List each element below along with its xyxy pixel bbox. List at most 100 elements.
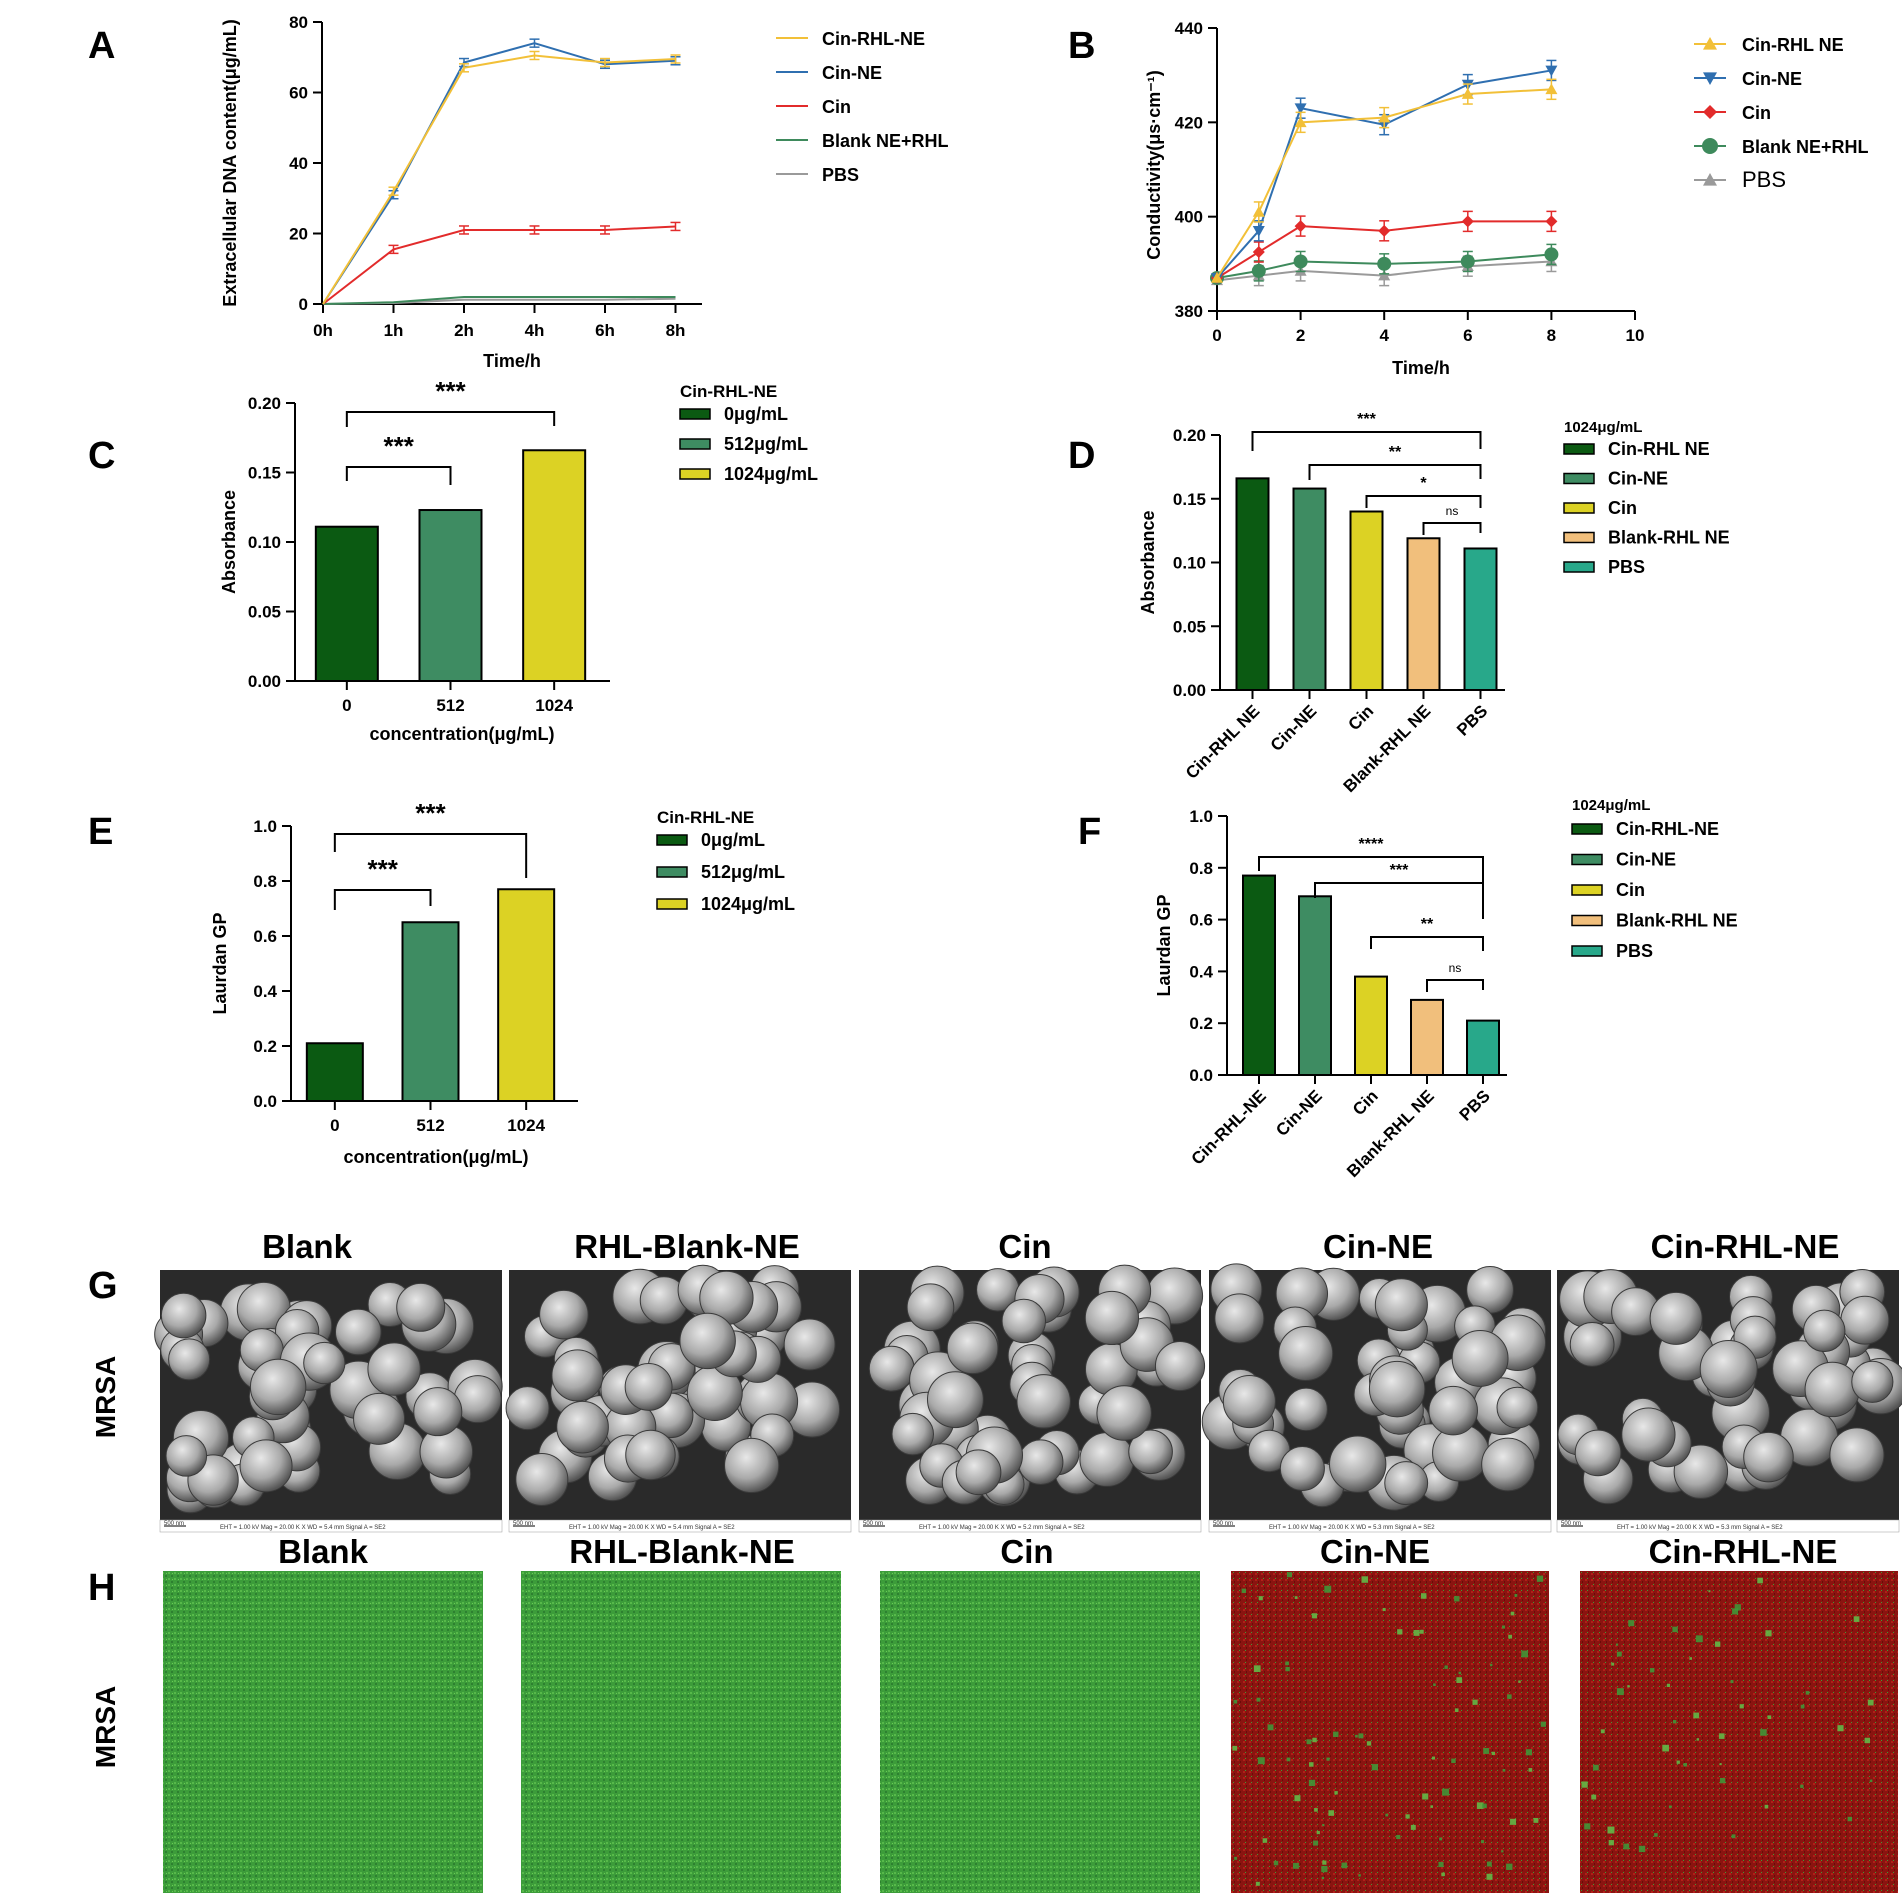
chart-d-significance-bracket (1422, 522, 1482, 535)
confocal-live-cell (1480, 1840, 1485, 1844)
sem-coccus (1016, 1374, 1071, 1429)
sem-caption-text: EHT = 1.00 kV Mag = 20.00 K X WD = 5.4 m… (220, 1525, 386, 1531)
sem-title: Blank (262, 1228, 353, 1265)
sem-coccus (168, 1338, 211, 1381)
confocal-live-cell (1262, 1838, 1268, 1843)
confocal-live-cell (1719, 1777, 1726, 1784)
confocal-live-cell (1410, 1824, 1416, 1830)
confocal-live-cell (1413, 1629, 1420, 1636)
chart-b-point (1252, 226, 1265, 237)
chart-d-legend-label: Cin-NE (1608, 469, 1668, 489)
sem-coccus (1699, 1339, 1758, 1398)
sem-coccus (505, 1386, 550, 1431)
sem-caption-text: EHT = 1.00 kV Mag = 20.00 K X WD = 5.4 m… (569, 1525, 735, 1531)
confocal-live-cell (1420, 1593, 1427, 1599)
micrographs-layer: MRSA MRSA Blank 500 nm EHT = 1.00 kV Mag = 2… (90, 1228, 1902, 1893)
confocal-live-cell (1442, 1788, 1450, 1796)
sem-coccus (1428, 1385, 1478, 1436)
chart-e-legend-swatch (656, 834, 688, 846)
chart-d-legend-label: Blank-RHL NE (1608, 528, 1730, 548)
chart-b-point (1294, 116, 1307, 128)
sem-coccus (1569, 1322, 1615, 1367)
chart-e-legend-title: Cin-RHL-NE (657, 808, 754, 827)
chart-d-bar (1292, 487, 1327, 691)
chart-e-y-tick-label: 0.4 (253, 982, 277, 1001)
confocal-live-cell (1518, 1680, 1521, 1683)
confocal-background (1231, 1571, 1549, 1893)
chart-b-series-line-3 (1216, 253, 1552, 279)
confocal-live-cell (1581, 1781, 1588, 1788)
confocal-live-cell (1294, 1795, 1301, 1802)
chart-d-legend-swatch (1563, 561, 1595, 573)
confocal-live-cell (1533, 1817, 1539, 1823)
panel-label-a: A (88, 25, 115, 67)
confocal-live-cell (1285, 1661, 1289, 1666)
confocal-live-cell (1638, 1845, 1646, 1853)
chart-f-significance-bracket (1258, 856, 1484, 895)
confocal-live-cell (1322, 1860, 1327, 1865)
sem-caption-bar (1208, 1519, 1552, 1533)
chart-f-significance-label: ns (1449, 961, 1462, 975)
sem-coccus (1384, 1461, 1429, 1506)
confocal-live-cell (1312, 1737, 1317, 1743)
confocal-live-cell (1253, 1665, 1261, 1673)
chart-d-legend-label: Cin-RHL NE (1608, 439, 1710, 459)
sem-coccus (515, 1452, 569, 1506)
chart-a-y-tick-label: 40 (289, 154, 308, 173)
chart-b-point (1252, 246, 1265, 259)
sem-title: Cin-RHL-NE (1651, 1228, 1840, 1265)
confocal-live-cell (1309, 1762, 1314, 1767)
sem-coccus (1851, 1360, 1894, 1403)
confocal-live-cell (1258, 1596, 1263, 1601)
chart-d-significance-bracket (1365, 495, 1482, 508)
chart-c-legend-title: Cin-RHL-NE (680, 382, 777, 401)
confocal-live-cell (1521, 1650, 1529, 1658)
confocal-live-cell (1731, 1834, 1736, 1839)
sem-coccus (539, 1289, 589, 1340)
sem-caption-bar (159, 1519, 503, 1533)
confocal-live-cell (1419, 1629, 1424, 1634)
confocal-live-cell (1328, 1810, 1335, 1816)
confocal-live-cell (1615, 1643, 1619, 1646)
chart-c-x-tick-label: 0 (342, 696, 351, 715)
sem-micrograph: 500 nm EHT = 1.00 kV Mag = 20.00 K X WD =… (858, 1264, 1206, 1533)
sem-scale-label: 500 nm (164, 1521, 184, 1527)
chart-b-y-axis-label: Conductivity(μs·cm⁻¹) (1144, 70, 1164, 260)
confocal-live-cell (1501, 1625, 1506, 1629)
sem-coccus (1621, 1407, 1676, 1462)
chart-f-y-tick-label: 0.0 (1189, 1066, 1213, 1085)
chart-f-significance-label: ** (1421, 916, 1434, 933)
confocal-live-cell (1458, 1671, 1462, 1675)
confocal-live-cell (1333, 1731, 1339, 1738)
chart-a-y-axis-label: Extracellular DNA content(μg/mL) (220, 19, 240, 306)
chart-f-legend-label: Blank-RHL NE (1616, 911, 1738, 931)
sem-coccus (1673, 1444, 1729, 1499)
chart-e-significance-bracket (333, 833, 528, 878)
confocal-live-cell (1627, 1685, 1630, 1688)
sem-coccus (1451, 1330, 1509, 1387)
chart-f-legend-swatch (1571, 853, 1603, 866)
confocal-live-cell (1683, 1762, 1687, 1767)
sem-coccus (1574, 1429, 1622, 1477)
chart-b-point (1377, 256, 1392, 271)
confocal-live-cell (1732, 1608, 1739, 1615)
confocal-live-cell (1454, 1708, 1459, 1712)
chart-b-legend-marker (1703, 105, 1717, 119)
sem-coccus (946, 1322, 999, 1375)
sem-coccus (1279, 1445, 1325, 1492)
chart-c: 0.00 0.05 0.10 0.15 0.20 0 512 1024 concentratio… (219, 376, 818, 744)
chart-d-significance-label: * (1420, 475, 1427, 492)
confocal-live-cell (1734, 1604, 1741, 1611)
chart-f-significance-label: **** (1359, 836, 1385, 853)
sem-coccus (624, 1362, 673, 1411)
chart-c-legend-label: 0μg/mL (724, 404, 788, 424)
chart-c-y-tick-label: 0.20 (248, 394, 281, 413)
confocal-live-cell (1316, 1830, 1320, 1835)
sem-coccus (335, 1308, 382, 1356)
chart-d-y-tick-label: 0.20 (1173, 426, 1206, 445)
chart-b-x-tick-label: 6 (1463, 326, 1472, 345)
chart-a-y-tick-label: 60 (289, 84, 308, 103)
confocal-live-cell (1334, 1791, 1338, 1795)
chart-e-y-tick-label: 0.2 (253, 1037, 277, 1056)
sem-coccus (891, 1412, 934, 1456)
